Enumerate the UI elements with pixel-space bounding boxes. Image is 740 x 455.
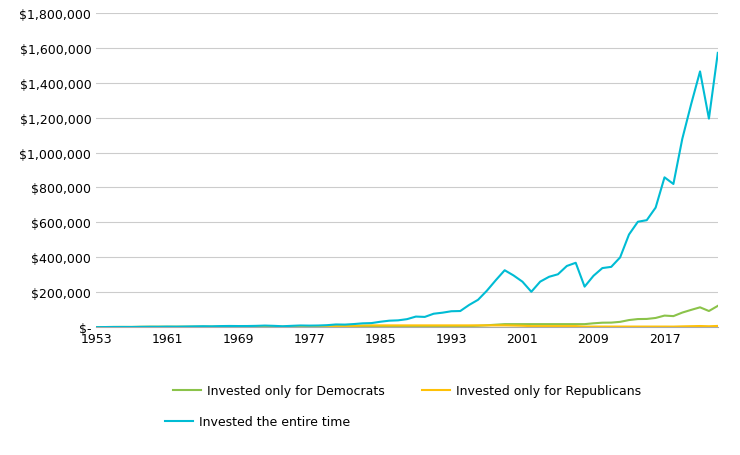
Invested only for Democrats xyxy=(713,303,722,309)
Invested only for Republicans xyxy=(687,324,696,329)
Line: Invested only for Democrats: Invested only for Democrats xyxy=(96,306,718,328)
Invested only for Republicans xyxy=(571,324,580,329)
Invested only for Democrats xyxy=(678,310,687,316)
Invested only for Republicans xyxy=(110,324,118,330)
Invested the entire time xyxy=(713,51,722,56)
Invested only for Republicans xyxy=(92,325,101,330)
Invested only for Democrats xyxy=(269,324,278,330)
Invested the entire time xyxy=(92,325,101,330)
Legend: Invested the entire time: Invested the entire time xyxy=(165,415,350,429)
Line: Invested only for Republicans: Invested only for Republicans xyxy=(96,326,718,328)
Invested only for Republicans xyxy=(367,323,376,329)
Invested only for Republicans xyxy=(713,324,722,329)
Invested only for Republicans xyxy=(403,323,411,329)
Invested only for Democrats xyxy=(110,325,118,330)
Invested only for Democrats xyxy=(465,324,474,329)
Invested the entire time xyxy=(678,137,687,142)
Invested the entire time xyxy=(269,324,278,329)
Invested only for Democrats xyxy=(323,324,332,330)
Invested only for Republicans xyxy=(269,324,278,330)
Invested the entire time xyxy=(110,324,118,330)
Invested the entire time xyxy=(394,318,403,324)
Line: Invested the entire time: Invested the entire time xyxy=(96,54,718,328)
Invested the entire time xyxy=(465,303,474,308)
Invested only for Democrats xyxy=(92,325,101,330)
Invested only for Republicans xyxy=(474,323,482,329)
Invested the entire time xyxy=(323,323,332,328)
Invested only for Democrats xyxy=(394,324,403,329)
